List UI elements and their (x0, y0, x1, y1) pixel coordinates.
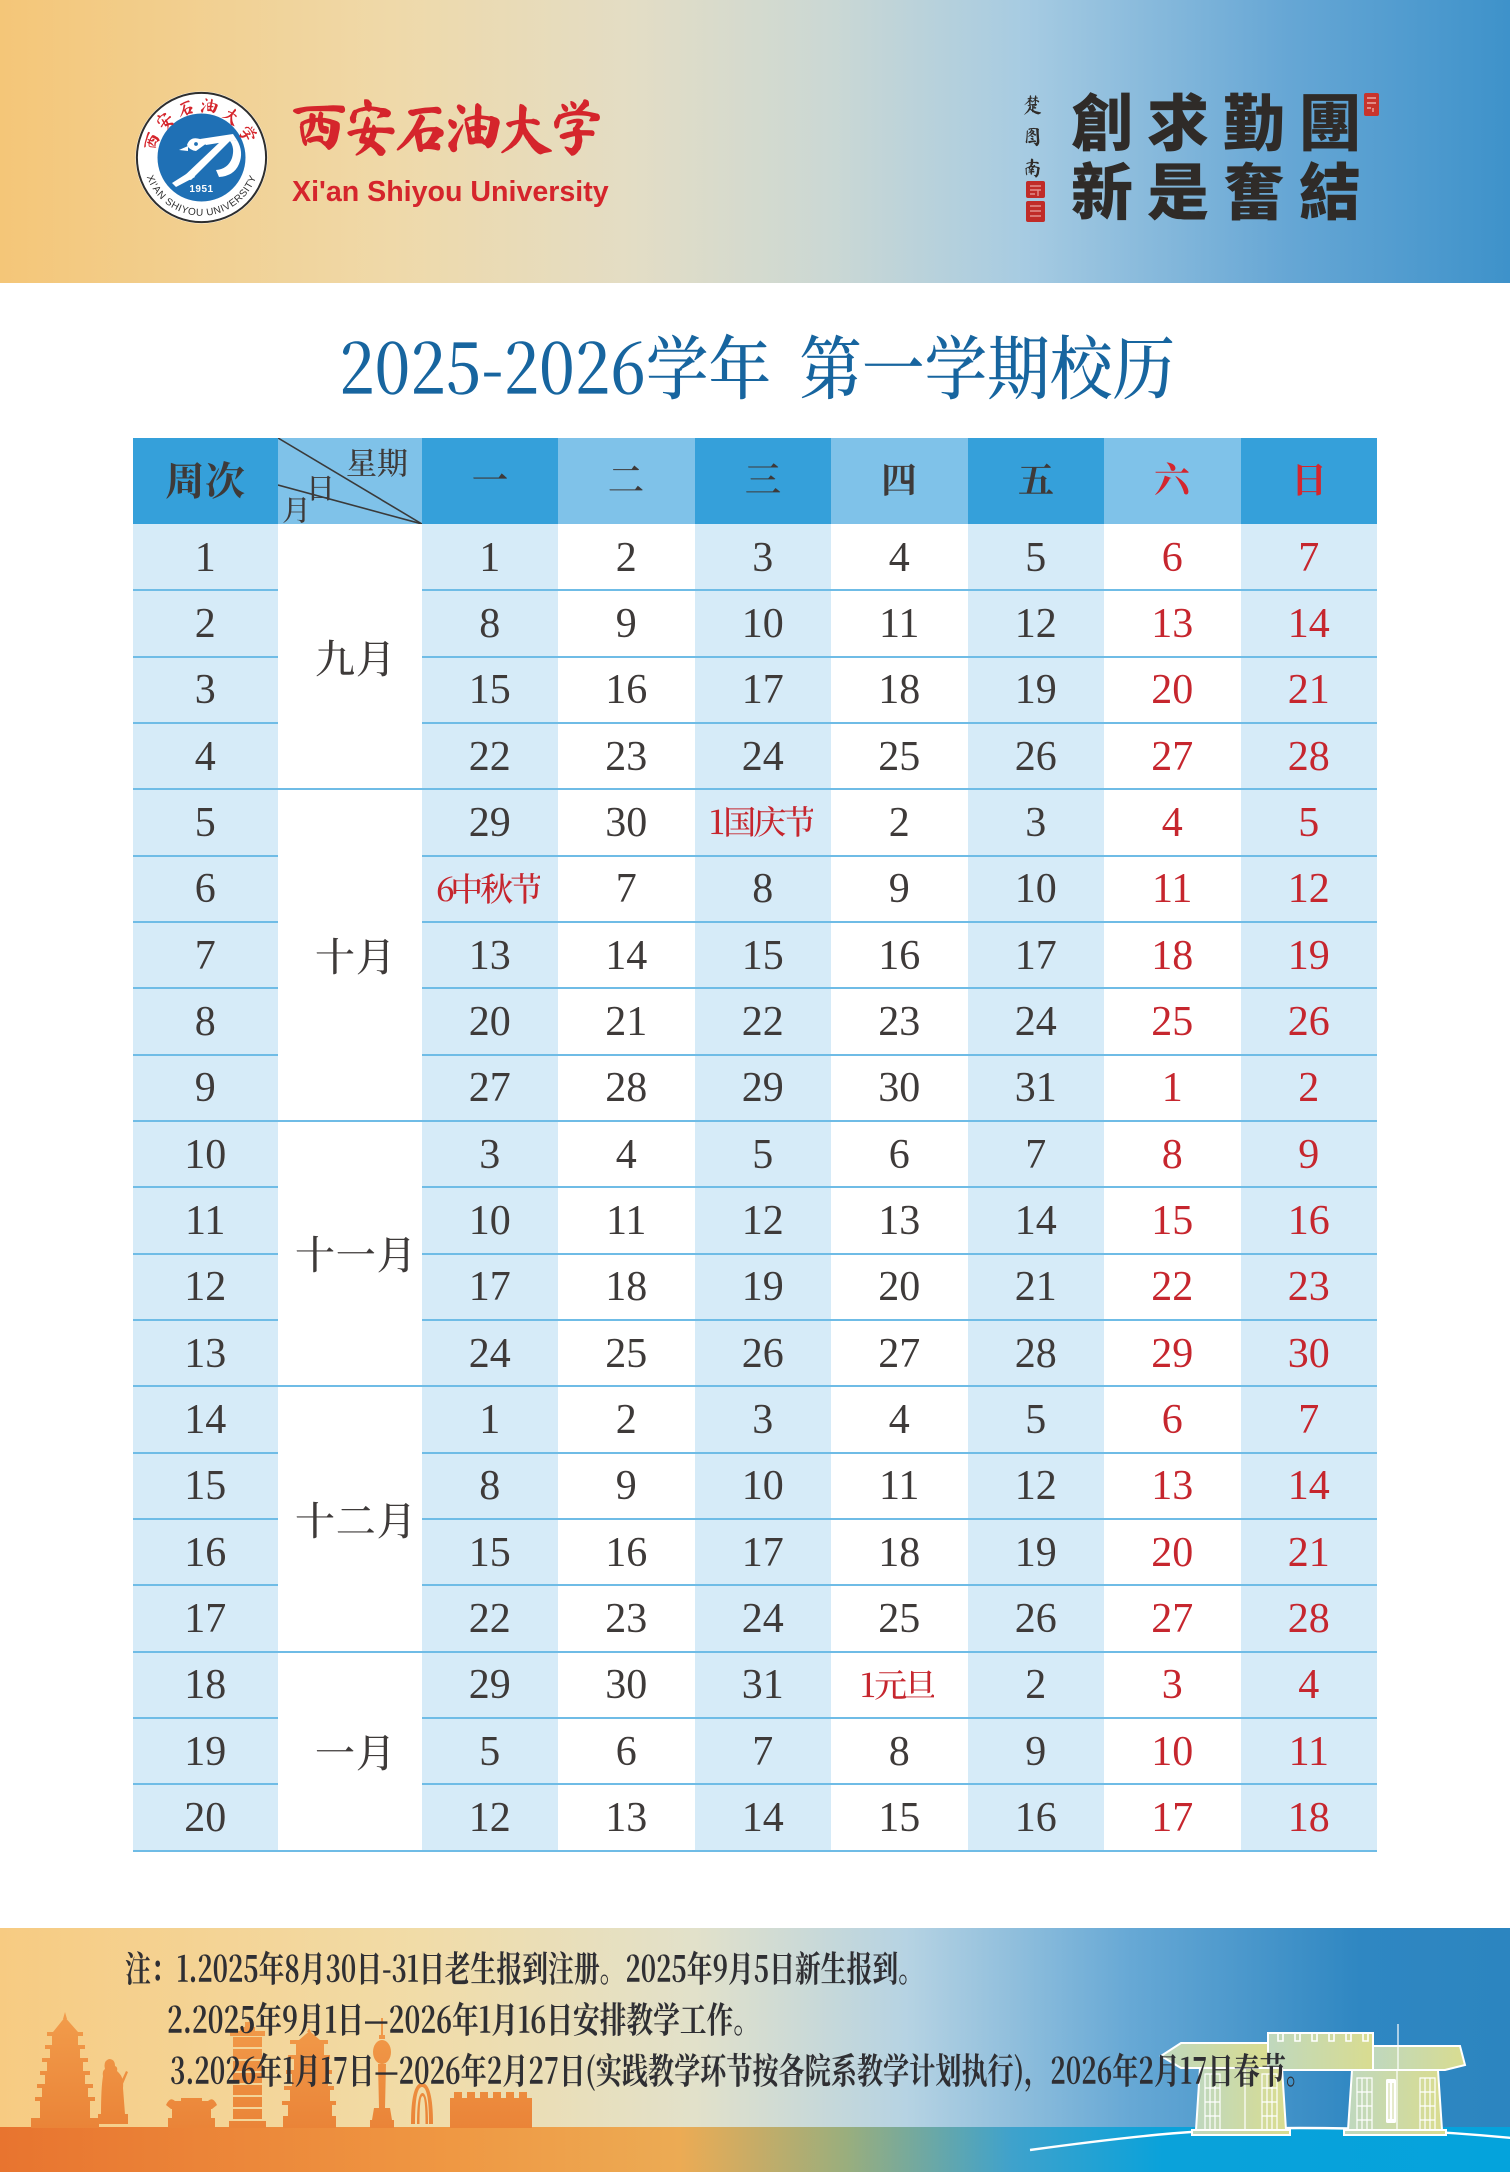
svg-text:1951: 1951 (189, 184, 213, 195)
